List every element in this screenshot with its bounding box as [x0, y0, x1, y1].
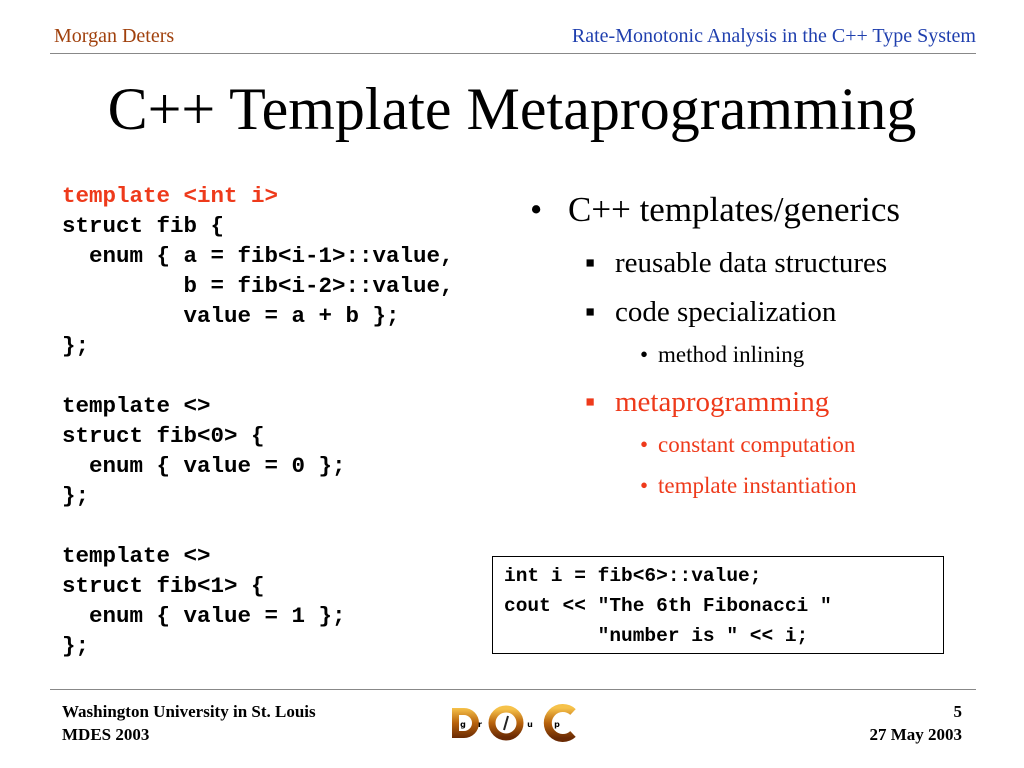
dot-bullet-icon: •: [640, 473, 649, 498]
bullet-item-level-2: ▪ metaprogramming: [585, 385, 829, 419]
code-line: };: [62, 633, 90, 659]
doc-group-logo: g r u p: [452, 704, 576, 742]
code-example-line: int i = fib<6>::value;: [504, 565, 762, 587]
code-line: };: [62, 333, 90, 359]
footer-divider: [50, 689, 976, 690]
bullet-text: code specialization: [615, 296, 837, 328]
bullet-text: template instantiation: [658, 473, 857, 498]
bullet-text: C++ templates/generics: [568, 190, 901, 229]
bullet-item-level-2: ▪ code specialization: [585, 295, 836, 329]
footer-date: 27 May 2003: [869, 725, 962, 744]
code-example-line: cout << "The 6th Fibonacci ": [504, 595, 832, 617]
footer-page-number: 5: [953, 702, 963, 721]
bullet-item-level-3: • template instantiation: [640, 472, 857, 500]
dot-bullet-icon: •: [640, 432, 649, 457]
code-line: enum { a = fib<i-1>::value,: [62, 243, 454, 269]
bullet-item-level-3: • constant computation: [640, 431, 855, 459]
bullet-text: metaprogramming: [615, 386, 830, 418]
footer-institution: Washington University in St. Louis: [62, 702, 316, 721]
code-line: template <>: [62, 393, 211, 419]
code-line: enum { value = 1 };: [62, 603, 346, 629]
header-talk-title: Rate-Monotonic Analysis in the C++ Type …: [571, 25, 976, 47]
square-bullet-icon: ▪: [585, 247, 596, 279]
code-line: enum { value = 0 };: [62, 453, 346, 479]
code-listing: template <int i> struct fib { enum { a =…: [62, 181, 454, 661]
header-author: Morgan Deters: [54, 25, 175, 47]
code-example-line: "number is " << i;: [504, 625, 809, 647]
svg-text:u: u: [527, 720, 533, 729]
slide-title: C++ Template Metaprogramming: [107, 76, 917, 142]
code-line: struct fib<0> {: [62, 423, 265, 449]
code-line: };: [62, 483, 90, 509]
square-bullet-icon: ▪: [585, 296, 596, 328]
code-line: template <>: [62, 543, 211, 569]
square-bullet-icon: ▪: [585, 386, 596, 418]
svg-text:r: r: [478, 720, 482, 729]
code-example-box: int i = fib<6>::value; cout << "The 6th …: [492, 556, 944, 654]
code-line: struct fib {: [62, 213, 225, 239]
bullet-text: reusable data structures: [615, 247, 888, 279]
code-line: value = a + b };: [62, 303, 400, 329]
bullet-text: method inlining: [658, 342, 805, 367]
bullet-item-level-3: • method inlining: [640, 341, 804, 369]
bullet-item-level-1: • C++ templates/generics: [530, 190, 900, 230]
dot-bullet-icon: •: [530, 190, 543, 229]
svg-text:p: p: [554, 720, 560, 729]
code-line: b = fib<i-2>::value,: [62, 273, 454, 299]
code-line: template <int i>: [62, 183, 279, 209]
header-divider: [50, 53, 976, 54]
dot-bullet-icon: •: [640, 342, 649, 367]
bullet-text: constant computation: [658, 432, 856, 457]
footer-event: MDES 2003: [62, 725, 150, 744]
bullet-item-level-2: ▪ reusable data structures: [585, 246, 887, 280]
code-line: struct fib<1> {: [62, 573, 265, 599]
svg-text:g: g: [460, 720, 466, 729]
